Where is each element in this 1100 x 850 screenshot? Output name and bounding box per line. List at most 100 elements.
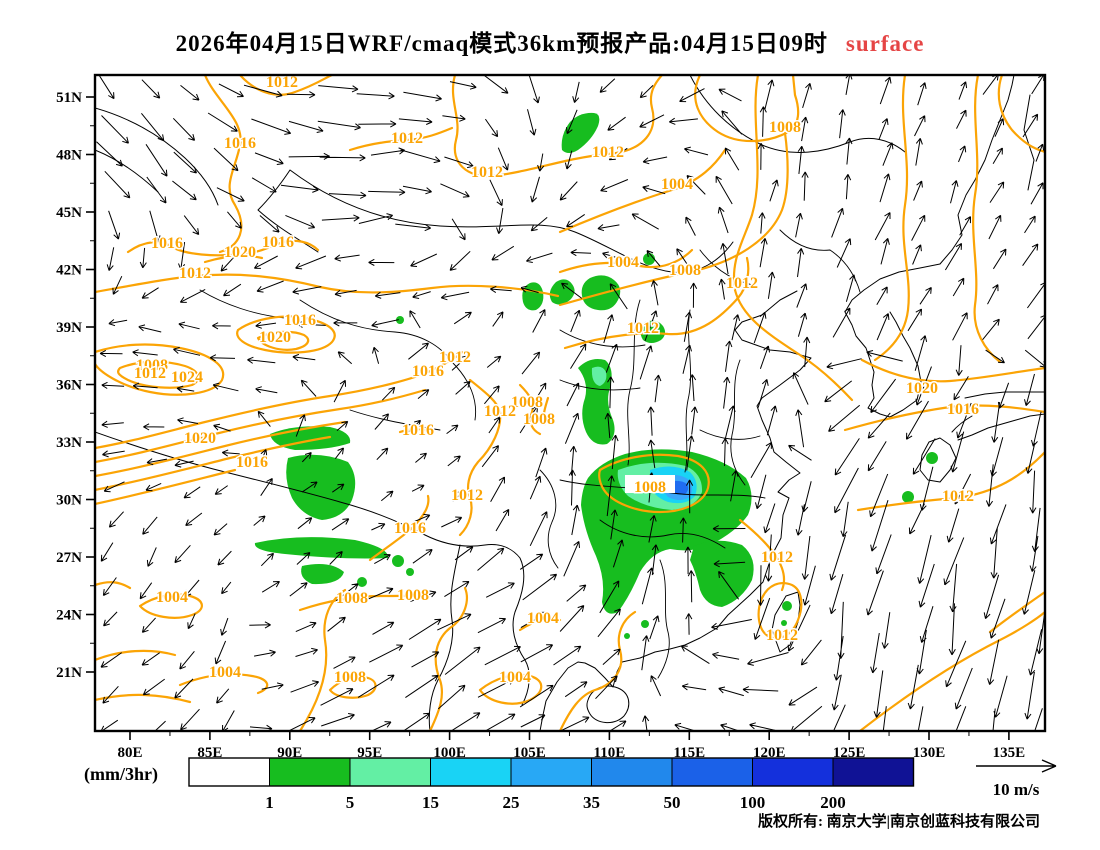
y-axis-label: 36N bbox=[56, 378, 82, 394]
colorbar-cell bbox=[591, 757, 673, 787]
colorbar-tick-label: 50 bbox=[664, 793, 681, 812]
x-axis-label: 105E bbox=[513, 745, 546, 761]
wind-scale-label: 10 m/s bbox=[993, 780, 1040, 799]
x-axis-label: 95E bbox=[357, 745, 382, 761]
isobar-value-label: 1012 bbox=[471, 164, 503, 181]
colorbar-cell bbox=[188, 757, 270, 787]
isobar-value-label: 1008 bbox=[334, 669, 366, 686]
isobar-value-label: 1024 bbox=[171, 369, 203, 386]
y-axis-label: 45N bbox=[56, 205, 82, 221]
isobar-value-label: 1012 bbox=[451, 487, 483, 504]
isobar-value-label: 1020 bbox=[259, 329, 291, 346]
wind-scale-reference: 10 m/s bbox=[976, 759, 1057, 799]
isobar-value-label: 1012 bbox=[484, 403, 516, 420]
isobar-value-label: 1012 bbox=[592, 144, 624, 161]
isobar-value-label: 1004 bbox=[527, 610, 559, 627]
isobar-value-label: 1016 bbox=[236, 454, 268, 471]
colorbar-cell bbox=[510, 757, 592, 787]
title-main: 2026年04月15日WRF/cmaq模式36km预报产品:04月15日09时 bbox=[175, 31, 828, 56]
isobar-label-bg bbox=[625, 475, 675, 493]
korea-peninsula bbox=[844, 263, 941, 418]
title-level-tag: surface bbox=[845, 31, 925, 56]
isobar-value-label: 1012 bbox=[726, 275, 758, 292]
isobar-value-label: 1016 bbox=[394, 520, 426, 537]
isobar-value-label: 1008 bbox=[397, 587, 429, 604]
y-axis-label: 27N bbox=[56, 550, 82, 566]
isobar-value-label: 1008 bbox=[634, 479, 666, 496]
isobar-value-label: 1020 bbox=[224, 244, 256, 261]
isobar-value-label: 1004 bbox=[499, 669, 531, 686]
isobar-value-label: 1016 bbox=[224, 135, 256, 152]
y-axis-label: 39N bbox=[56, 320, 82, 336]
isobar-value-label: 1008 bbox=[511, 394, 543, 411]
colorbar-units-label: (mm/3hr) bbox=[84, 764, 158, 785]
x-axis-label: 125E bbox=[833, 745, 866, 761]
colorbar-cell bbox=[832, 757, 914, 787]
isobar-value-label: 1012 bbox=[391, 130, 423, 147]
isobar-value-label: 1004 bbox=[607, 254, 639, 271]
y-axis-label: 48N bbox=[56, 148, 82, 164]
x-axis-label: 115E bbox=[673, 745, 705, 761]
isobar-value-label: 1012 bbox=[761, 549, 793, 566]
precip-colorbar: 1 5 15 25 35 50 100 200 bbox=[188, 757, 915, 812]
x-axis-label: 90E bbox=[277, 745, 302, 761]
y-axis-label: 21N bbox=[56, 665, 82, 681]
isobar-value-label: 1004 bbox=[661, 176, 693, 193]
isobar-value-label: 1012 bbox=[134, 365, 166, 382]
isobar-value-label: 1012 bbox=[942, 488, 974, 505]
x-axis-label: 100E bbox=[433, 745, 466, 761]
x-axis-label: 135E bbox=[993, 745, 1026, 761]
x-axis-label: 80E bbox=[117, 745, 142, 761]
nw-border bbox=[96, 107, 219, 206]
isobar-value-label: 1012 bbox=[627, 320, 659, 337]
x-axis-label: 110E bbox=[594, 745, 626, 761]
wind-vectors-path bbox=[96, 76, 1044, 730]
y-axis-label: 24N bbox=[56, 608, 82, 624]
map-axes: 80E 85E 90E 95E 100E 105E 110E 115E 120E 125E 130E… bbox=[56, 90, 1025, 761]
colorbar-cell bbox=[430, 757, 512, 787]
isobar-value-label: 1016 bbox=[412, 363, 444, 380]
taiwan-island bbox=[771, 591, 801, 653]
isobar-value-label: 1016 bbox=[284, 312, 316, 329]
precipitation-areas bbox=[254, 112, 938, 639]
isobar-value-label: 1004 bbox=[209, 664, 241, 681]
isobar-value-label: 1012 bbox=[439, 349, 471, 366]
ne-asia-coast bbox=[939, 76, 1035, 265]
colorbar-tick-label: 35 bbox=[583, 793, 600, 812]
isobar-value-label: 1008 bbox=[336, 590, 368, 607]
province-borders bbox=[199, 229, 861, 679]
x-axis-label: 85E bbox=[197, 745, 222, 761]
colorbar-tick-label: 5 bbox=[346, 793, 355, 812]
himalaya-border bbox=[96, 431, 530, 730]
map-frame bbox=[93, 73, 1047, 733]
colorbar-cell bbox=[752, 757, 834, 787]
colorbar-tick-label: 1 bbox=[265, 793, 274, 812]
isobar-value-label: 1016 bbox=[402, 422, 434, 439]
isobar-value-label: 1012 bbox=[179, 265, 211, 282]
isobar-contours bbox=[96, 76, 1044, 730]
colorbar-tick-label: 200 bbox=[820, 793, 846, 812]
isobar-value-label: 1016 bbox=[262, 234, 294, 251]
colorbar-cell bbox=[349, 757, 431, 787]
isobar-value-label: 1012 bbox=[266, 74, 298, 91]
isobar-value-label: 1012 bbox=[766, 627, 798, 644]
y-axis-label: 42N bbox=[56, 263, 82, 279]
isobar-value-label: 1020 bbox=[184, 430, 216, 447]
isobar-value-label: 1004 bbox=[156, 589, 188, 606]
amur-border bbox=[689, 76, 906, 153]
y-axis-label: 33N bbox=[56, 435, 82, 451]
x-axis-label: 130E bbox=[913, 745, 946, 761]
y-axis-label: 51N bbox=[56, 90, 82, 106]
isobar-value-label: 1016 bbox=[151, 235, 183, 252]
china-coastline bbox=[539, 290, 812, 730]
isobar-value-label: 1008 bbox=[669, 262, 701, 279]
isobar-value-label: 1016 bbox=[947, 401, 979, 418]
wind-scale-arrow-icon bbox=[976, 759, 1057, 773]
isobar-value-label: 1008 bbox=[523, 411, 555, 428]
isobar-value-label: 1008 bbox=[769, 119, 801, 136]
wind-vectors bbox=[96, 76, 1044, 730]
coastlines-borders bbox=[96, 76, 1044, 730]
japan-kyushu bbox=[919, 391, 1044, 483]
